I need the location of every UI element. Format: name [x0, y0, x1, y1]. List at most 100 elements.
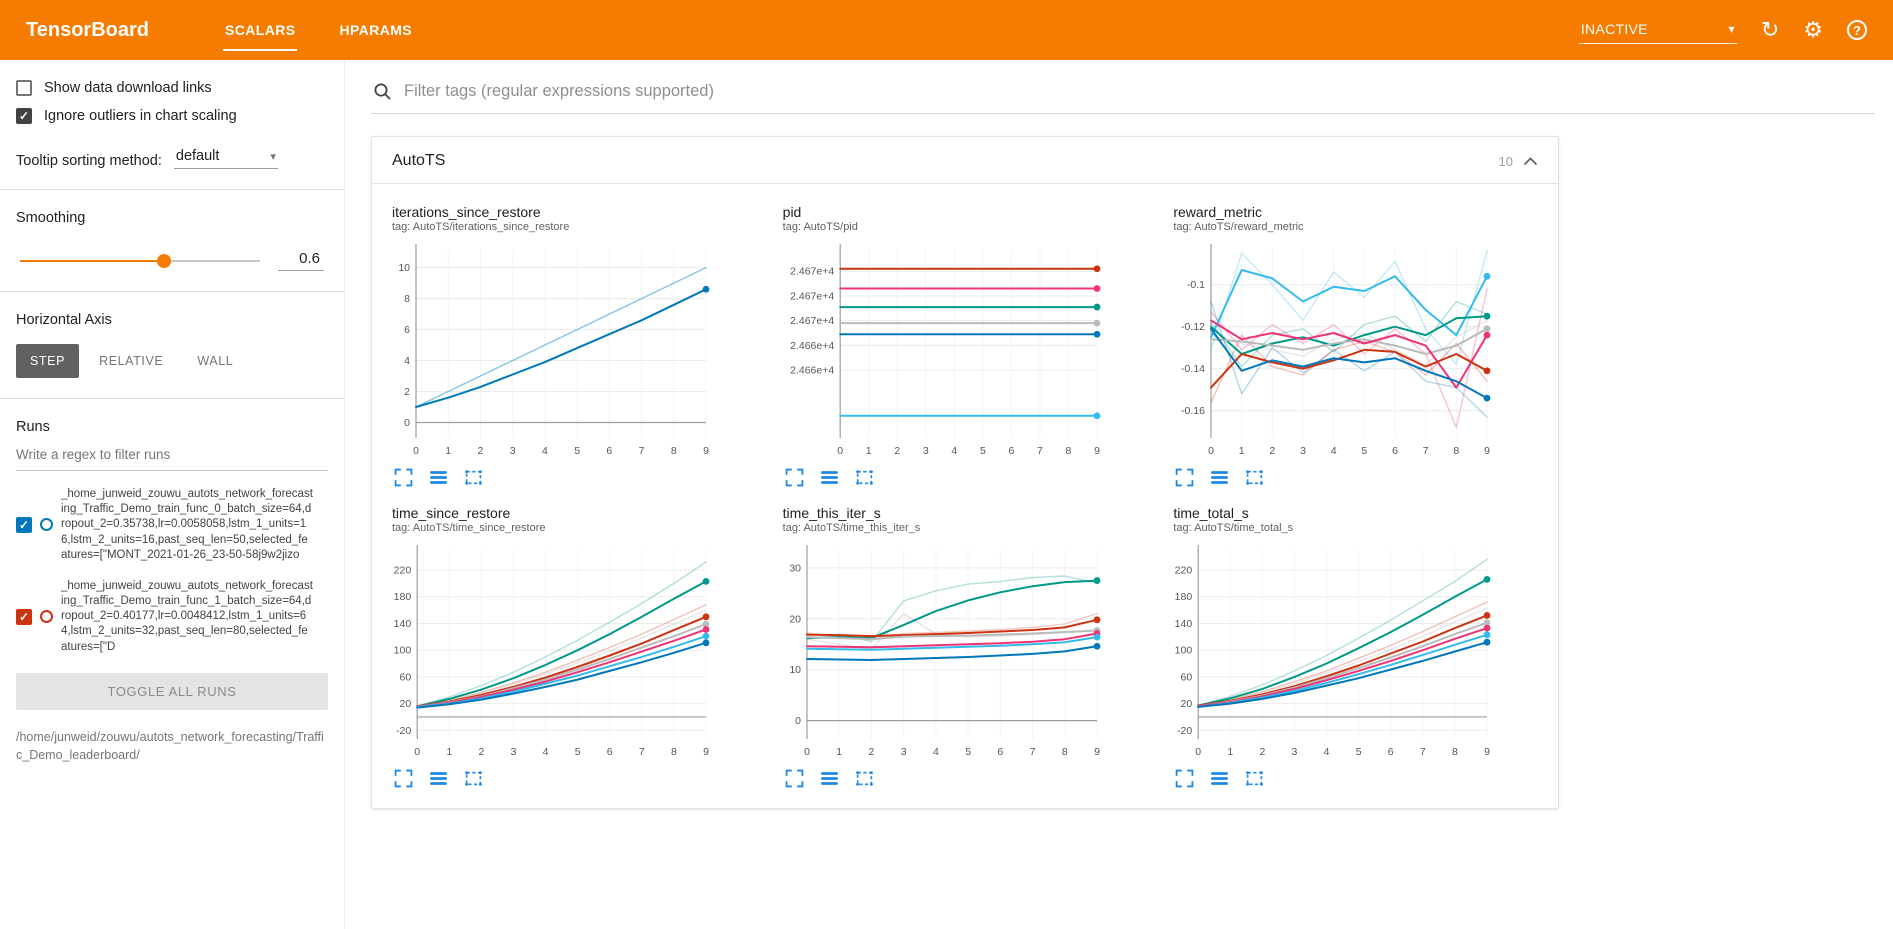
svg-text:6: 6: [1388, 746, 1394, 758]
svg-text:20: 20: [1181, 698, 1193, 710]
run-table-icon[interactable]: [429, 468, 448, 487]
svg-text:1: 1: [1228, 746, 1234, 758]
svg-text:20: 20: [400, 698, 412, 710]
fit-domain-icon[interactable]: [464, 468, 483, 487]
tab-hparams[interactable]: HPARAMS: [339, 0, 412, 60]
divider: [0, 398, 344, 399]
expand-chart-icon[interactable]: [785, 468, 804, 487]
svg-text:9: 9: [1094, 445, 1100, 457]
svg-text:0: 0: [413, 445, 419, 457]
tooltip-sorting-dropdown[interactable]: default ▾: [173, 146, 278, 169]
expand-chart-icon[interactable]: [394, 769, 413, 788]
fit-domain-icon[interactable]: [855, 769, 874, 788]
chart-card: time_total_s tag: AutoTS/time_total_s -2…: [1167, 501, 1544, 788]
run-list-item[interactable]: ✓ _home_junweid_zouwu_autots_network_for…: [16, 487, 328, 563]
axis-step-button[interactable]: STEP: [16, 344, 80, 378]
show-download-links-label: Show data download links: [44, 80, 212, 96]
expand-chart-icon[interactable]: [1175, 468, 1194, 487]
fit-domain-icon[interactable]: [1245, 769, 1264, 788]
tag-filter-input[interactable]: [404, 82, 1871, 101]
svg-text:6: 6: [404, 324, 410, 336]
tab-scalars-label: SCALARS: [224, 22, 296, 38]
run-table-icon[interactable]: [1210, 769, 1229, 788]
svg-text:5: 5: [1362, 445, 1368, 457]
card-header[interactable]: AutoTS 10: [372, 137, 1558, 184]
svg-text:0: 0: [414, 746, 420, 758]
run-table-icon[interactable]: [1210, 468, 1229, 487]
run-table-icon[interactable]: [820, 769, 839, 788]
smoothing-value-field[interactable]: 0.6: [278, 250, 324, 271]
axis-wall-button[interactable]: WALL: [183, 344, 247, 378]
search-icon: [374, 83, 391, 100]
run-color-radio[interactable]: [40, 518, 53, 532]
tab-scalars[interactable]: SCALARS: [222, 0, 298, 60]
gear-icon[interactable]: ⚙: [1803, 17, 1823, 42]
check-icon: ✓: [18, 609, 30, 624]
run-color-radio[interactable]: [40, 610, 53, 624]
runs-directory-path: /home/junweid/zouwu/autots_network_forec…: [16, 729, 324, 762]
svg-text:4: 4: [542, 445, 548, 457]
svg-text:3: 3: [511, 746, 517, 758]
svg-text:0: 0: [804, 746, 810, 758]
check-icon: ✓: [18, 517, 30, 532]
card-chart-count: 10: [1498, 153, 1513, 169]
svg-text:6: 6: [997, 746, 1003, 758]
chart-title: time_total_s: [1173, 505, 1249, 521]
run-table-icon[interactable]: [429, 769, 448, 788]
svg-text:7: 7: [639, 445, 645, 457]
chart-title: time_this_iter_s: [782, 505, 881, 521]
run-checkbox[interactable]: ✓: [16, 608, 32, 625]
chart-canvas[interactable]: 2.467e+4 2.467e+4 2.467e+4 2.466e+4 2.466e+4…: [777, 239, 1107, 464]
svg-text:7: 7: [1420, 746, 1426, 758]
card-title: AutoTS: [392, 152, 446, 169]
fit-domain-icon[interactable]: [855, 468, 874, 487]
chart-canvas[interactable]: 0 10 20 30 0 1 2 3 4 5 6 7 8 9: [777, 540, 1107, 765]
show-download-links-checkbox[interactable]: ✓ Show data download links: [16, 80, 328, 96]
smoothing-slider[interactable]: [20, 253, 260, 268]
expand-chart-icon[interactable]: [394, 468, 413, 487]
chart-card: time_this_iter_s tag: AutoTS/time_this_i…: [777, 501, 1154, 788]
divider: [0, 291, 344, 292]
svg-text:5: 5: [575, 746, 581, 758]
toggle-all-runs-button[interactable]: TOGGLE ALL RUNS: [16, 672, 328, 710]
svg-text:2.467e+4: 2.467e+4: [790, 266, 834, 278]
help-icon[interactable]: ?: [1847, 20, 1867, 40]
chevron-down-icon: ▾: [1728, 21, 1735, 36]
chart-tag: tag: AutoTS/time_total_s: [1173, 522, 1294, 534]
chart-canvas[interactable]: 0 2 4 6 8 10 0 1 2 3 4 5 6 7 8 9: [386, 239, 716, 464]
run-table-icon[interactable]: [820, 468, 839, 487]
chart-canvas[interactable]: -0.1 -0.12 -0.14 -0.16 0 1 2 3 4 5 6 7 8 9: [1167, 239, 1497, 464]
svg-text:5: 5: [1356, 746, 1362, 758]
collapse-card-icon[interactable]: [1523, 156, 1538, 166]
svg-text:4: 4: [404, 355, 410, 367]
chart-canvas[interactable]: -20 20 60 100 140 180 220 0 1 2 3 4 5 6 7 8 9: [386, 540, 716, 765]
reload-status-dropdown[interactable]: INACTIVE ▾: [1578, 17, 1737, 44]
expand-chart-icon[interactable]: [1175, 769, 1194, 788]
ignore-outliers-checkbox[interactable]: ✓ Ignore outliers in chart scaling: [16, 108, 328, 124]
chart-card: pid tag: AutoTS/pid 2.467e+4 2.467e+4 2.46…: [777, 200, 1154, 487]
runs-filter-input[interactable]: [16, 439, 328, 471]
svg-text:1: 1: [836, 746, 842, 758]
svg-text:1: 1: [446, 746, 452, 758]
run-name: _home_junweid_zouwu_autots_network_forec…: [61, 579, 313, 653]
svg-text:4: 4: [543, 746, 549, 758]
run-list-item[interactable]: ✓ _home_junweid_zouwu_autots_network_for…: [16, 579, 328, 655]
run-checkbox[interactable]: ✓: [16, 516, 32, 533]
header-actions: INACTIVE ▾ ↻ ⚙ ?: [1578, 17, 1867, 44]
svg-text:6: 6: [1392, 445, 1398, 457]
svg-text:1: 1: [865, 445, 871, 457]
chart-actions: [394, 769, 763, 788]
fit-domain-icon[interactable]: [1245, 468, 1264, 487]
chart-canvas[interactable]: -20 20 60 100 140 180 220 0 1 2 3 4 5 6 7 8 9: [1167, 540, 1497, 765]
svg-text:0: 0: [404, 417, 410, 429]
svg-text:7: 7: [1423, 445, 1429, 457]
refresh-icon[interactable]: ↻: [1760, 17, 1780, 42]
svg-text:0: 0: [837, 445, 843, 457]
axis-relative-button[interactable]: RELATIVE: [85, 344, 177, 378]
svg-text:2.467e+4: 2.467e+4: [790, 290, 834, 302]
fit-domain-icon[interactable]: [464, 769, 483, 788]
svg-text:220: 220: [1175, 565, 1193, 577]
expand-chart-icon[interactable]: [785, 769, 804, 788]
svg-text:3: 3: [1300, 445, 1306, 457]
smoothing-slider-thumb[interactable]: [157, 253, 171, 268]
